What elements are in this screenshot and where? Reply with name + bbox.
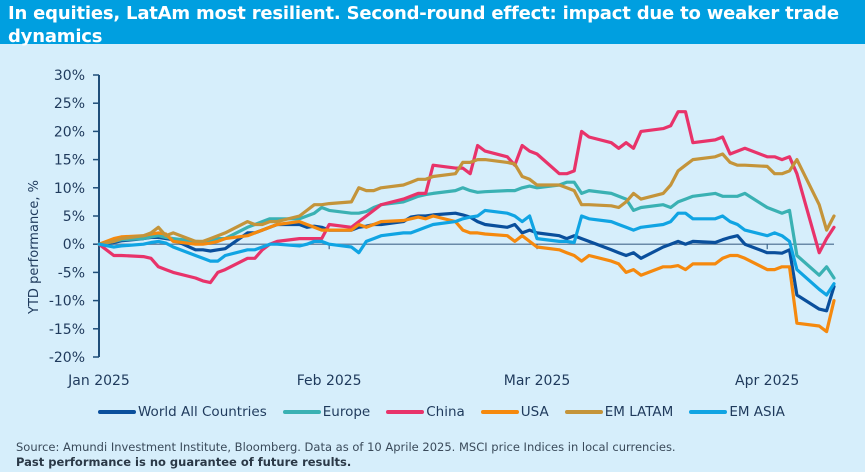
- y-tick-label: 25%: [54, 96, 85, 112]
- y-tick-label: 0%: [63, 237, 85, 253]
- legend-item-em-latam: EM LATAM: [564, 404, 674, 420]
- legend-swatch: [564, 410, 603, 414]
- legend-item-usa: USA: [480, 404, 549, 420]
- y-tick-label: -15%: [49, 322, 85, 338]
- series-line-em-latam: [97, 152, 836, 246]
- y-tick-label: 15%: [54, 153, 85, 169]
- x-tick-label: Mar 2025: [504, 373, 571, 389]
- legend-swatch: [689, 410, 728, 414]
- legend-item-china: China: [386, 404, 465, 420]
- legend-label: EM ASIA: [729, 404, 785, 420]
- chart-title: In equities, LatAm most resilient. Secon…: [8, 3, 839, 47]
- legend-swatch: [480, 410, 519, 414]
- legend-item-world-all-countries: World All Countries: [98, 404, 267, 420]
- legend-label: World All Countries: [138, 404, 267, 420]
- y-tick-label: 20%: [54, 124, 85, 140]
- chart-title-banner: In equities, LatAm most resilient. Secon…: [0, 0, 865, 47]
- legend-label: EM LATAM: [604, 404, 674, 420]
- y-tick-label: -10%: [49, 294, 85, 310]
- legend-swatch: [386, 410, 425, 414]
- legend-swatch: [98, 410, 136, 414]
- disclaimer: Past performance is no guarantee of futu…: [16, 455, 352, 469]
- x-axis: Jan 2025 Feb 2025 Mar 2025 Apr 2025: [67, 243, 834, 389]
- legend-label: Europe: [322, 404, 371, 420]
- y-tick-label: -20%: [49, 350, 85, 366]
- y-tick-label: -5%: [58, 265, 85, 281]
- footer: Source: Amundi Investment Institute, Blo…: [16, 440, 676, 470]
- x-tick-label: Apr 2025: [735, 373, 799, 389]
- x-tick-label: Jan 2025: [67, 373, 130, 389]
- legend-label: China: [426, 404, 465, 420]
- x-tick-label: Feb 2025: [297, 373, 362, 389]
- y-axis-label: YTD performance, %: [27, 180, 42, 315]
- series-lines: [97, 110, 836, 334]
- legend-item-europe: Europe: [282, 404, 371, 420]
- legend-label: USA: [520, 404, 549, 420]
- legend-swatch: [282, 410, 321, 414]
- y-axis: 30% 25% 20% 15% 10% 5% 0% -5% -10% -15% -20%: [49, 68, 100, 366]
- chart-legend: World All Countries Europe China USA EM LATA…: [98, 404, 785, 420]
- y-tick-label: 30%: [54, 68, 85, 84]
- line-chart: 30% 25% 20% 15% 10% 5% 0% -5% -10% -15% -20% Jan 2…: [27, 68, 836, 389]
- y-tick-label: 10%: [54, 181, 85, 197]
- series-line-em-asia: [97, 208, 836, 297]
- source-note: Source: Amundi Investment Institute, Blo…: [16, 440, 676, 454]
- series-line-china: [97, 110, 836, 285]
- chart-area: 30% 25% 20% 15% 10% 5% 0% -5% -10% -15% -20% Jan 2…: [0, 50, 865, 400]
- legend-item-em-asia: EM ASIA: [689, 404, 785, 420]
- series-line-usa: [97, 214, 836, 334]
- y-tick-label: 5%: [63, 209, 85, 225]
